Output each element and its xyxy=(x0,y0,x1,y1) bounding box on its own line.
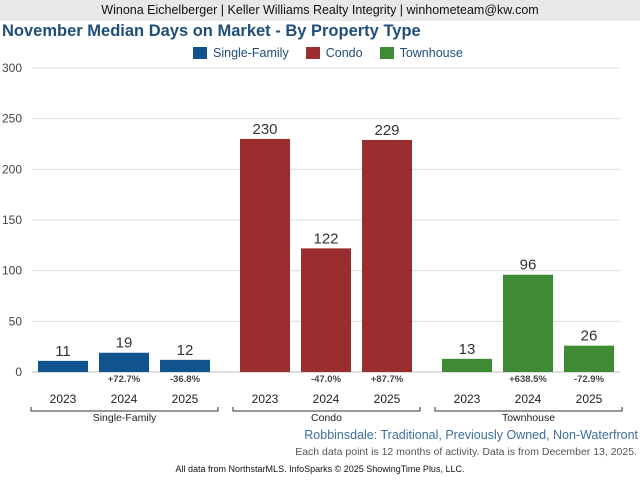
x-tick-label-single-family-2023: 2023 xyxy=(50,392,77,406)
x-tick-label-townhouse-2024: 2024 xyxy=(515,392,542,406)
group-label-single-family: Single-Family xyxy=(93,412,157,424)
bar-townhouse-2023 xyxy=(442,358,492,372)
change-label-single-family-2025: -36.8% xyxy=(170,374,201,385)
change-label-townhouse-2025: -72.9% xyxy=(574,374,605,385)
change-label-single-family-2024: +72.7% xyxy=(108,374,141,385)
legend-item-townhouse[interactable]: Townhouse xyxy=(379,46,463,60)
change-label-condo-2024: -47.0% xyxy=(311,374,342,385)
data-note: Each data point is 12 months of activity… xyxy=(295,446,637,458)
bar-single-family-2023 xyxy=(38,360,88,372)
y-tick-label-150: 150 xyxy=(2,213,22,227)
bar-condo-2024 xyxy=(301,248,351,372)
legend-label-townhouse: Townhouse xyxy=(399,46,463,60)
y-tick-label-0: 0 xyxy=(15,365,22,379)
x-tick-label-single-family-2024: 2024 xyxy=(111,392,138,406)
agent-info-bar: Winona Eichelberger | Keller Williams Re… xyxy=(0,0,640,21)
legend-item-single-family[interactable]: Single-Family xyxy=(193,46,289,60)
x-tick-label-single-family-2025: 2025 xyxy=(172,392,199,406)
bar-chart: 0 50 100 150 200 250 300 11 2023 19 +72.7% 2024 12 -3… xyxy=(2,61,623,424)
change-label-condo-2025: +87.7% xyxy=(371,374,404,385)
value-label-townhouse-2023: 13 xyxy=(459,341,476,358)
source-footer: All data from NorthstarMLS. InfoSparks ©… xyxy=(175,464,465,474)
y-tick-label-100: 100 xyxy=(2,264,22,278)
x-tick-label-condo-2024: 2024 xyxy=(313,392,340,406)
bar-townhouse-2024 xyxy=(503,274,553,372)
value-label-single-family-2024: 19 xyxy=(116,335,133,352)
bar-condo-2025 xyxy=(362,139,412,372)
value-label-condo-2023: 230 xyxy=(252,121,277,138)
y-tick-label-250: 250 xyxy=(2,112,22,126)
value-label-single-family-2025: 12 xyxy=(177,342,194,359)
legend-swatch-condo xyxy=(305,47,320,59)
y-tick-label-200: 200 xyxy=(2,162,22,176)
legend-swatch-single-family xyxy=(193,47,207,59)
bar-condo-2023 xyxy=(240,138,290,372)
x-tick-label-condo-2023: 2023 xyxy=(252,392,279,406)
bar-single-family-2024 xyxy=(99,352,149,372)
x-tick-label-townhouse-2023: 2023 xyxy=(454,392,481,406)
legend-label-single-family: Single-Family xyxy=(213,46,289,60)
legend-swatch-townhouse xyxy=(379,47,394,59)
chart-title: November Median Days on Market - By Prop… xyxy=(2,22,421,40)
change-label-townhouse-2024: +638.5% xyxy=(509,374,547,385)
bar-townhouse-2025 xyxy=(564,345,614,372)
legend-item-condo[interactable]: Condo xyxy=(305,46,363,60)
x-tick-label-townhouse-2025: 2025 xyxy=(576,392,603,406)
y-tick-label-50: 50 xyxy=(9,314,23,328)
market-filter-subtitle: Robbinsdale: Traditional, Previously Own… xyxy=(304,428,638,442)
value-label-condo-2025: 229 xyxy=(374,122,399,139)
group-bracket-townhouse xyxy=(434,407,623,412)
legend-label-condo: Condo xyxy=(325,46,363,60)
value-label-townhouse-2024: 96 xyxy=(520,257,537,274)
value-label-single-family-2023: 11 xyxy=(55,343,71,360)
bar-single-family-2025 xyxy=(160,359,210,372)
group-bracket-single-family xyxy=(30,407,219,412)
group-label-condo: Condo xyxy=(311,412,342,424)
group-bracket-condo xyxy=(232,407,421,412)
chart-legend: Single-Family Condo Townhouse xyxy=(193,45,480,61)
group-label-townhouse: Townhouse xyxy=(502,412,555,424)
value-label-condo-2024: 122 xyxy=(313,230,338,247)
x-tick-label-condo-2025: 2025 xyxy=(374,392,401,406)
value-label-townhouse-2025: 26 xyxy=(581,328,598,345)
y-tick-label-300: 300 xyxy=(2,61,22,75)
